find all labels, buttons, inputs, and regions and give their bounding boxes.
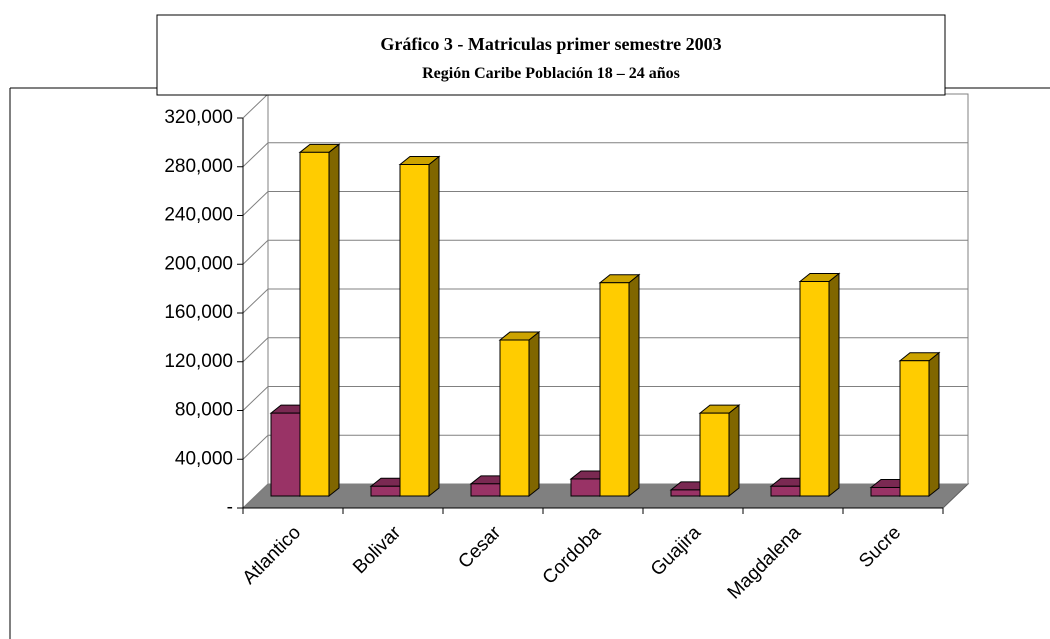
- bar-side: [428, 155, 440, 498]
- x-tick-label: Guajira: [647, 522, 705, 580]
- grid-line: [242, 337, 968, 363]
- bar: [599, 282, 630, 497]
- grid-line: [242, 239, 968, 265]
- bar: [470, 483, 501, 497]
- bar-side: [328, 143, 340, 498]
- bar: [799, 281, 830, 497]
- bar-side: [628, 273, 640, 498]
- y-tick-label: 240,000: [164, 205, 233, 226]
- y-tick-label: 80,000: [175, 400, 233, 421]
- plot: - 40,000 80,000 120,000 160,000 200,000 240,00…: [164, 93, 970, 604]
- y-tick-label: 200,000: [164, 253, 233, 274]
- y-tick-label: 320,000: [164, 107, 233, 128]
- bar-side: [828, 272, 840, 498]
- bar: [770, 485, 801, 497]
- x-tick-label: Cordoba: [539, 522, 606, 589]
- bar: [570, 478, 601, 497]
- grid-line: [242, 288, 968, 314]
- y-tick-label: -: [227, 497, 233, 518]
- bar: [370, 485, 401, 497]
- bar-side: [528, 330, 540, 498]
- y-tick-label: 40,000: [175, 448, 233, 469]
- x-tick-label: Sucre: [855, 522, 905, 572]
- bar: [699, 412, 730, 497]
- grid-line: [242, 191, 968, 216]
- bar: [299, 151, 330, 497]
- y-tick-label: 280,000: [164, 156, 233, 177]
- grid-line: [242, 386, 968, 411]
- bar: [499, 339, 530, 497]
- bar: [899, 360, 930, 497]
- y-tick-label: 160,000: [164, 302, 233, 323]
- x-tick-label: Atlantico: [239, 522, 305, 588]
- bar-side: [928, 351, 940, 498]
- title-box: [156, 14, 946, 96]
- bar: [670, 489, 701, 497]
- bar: [399, 164, 430, 497]
- x-tick-label: Magdalena: [724, 522, 806, 604]
- bar: [270, 412, 301, 497]
- bar: [870, 486, 901, 497]
- bar-side: [728, 404, 740, 498]
- y-tick-label: 120,000: [164, 351, 233, 372]
- chart-subtitle: Región Caribe Población 18 – 24 años: [422, 65, 680, 82]
- x-tick-label: Bolivar: [349, 522, 405, 578]
- x-tick-label: Cesar: [454, 522, 505, 573]
- grid-line: [242, 142, 968, 168]
- chart-title: Gráfico 3 - Matriculas primer semestre 2…: [380, 34, 721, 54]
